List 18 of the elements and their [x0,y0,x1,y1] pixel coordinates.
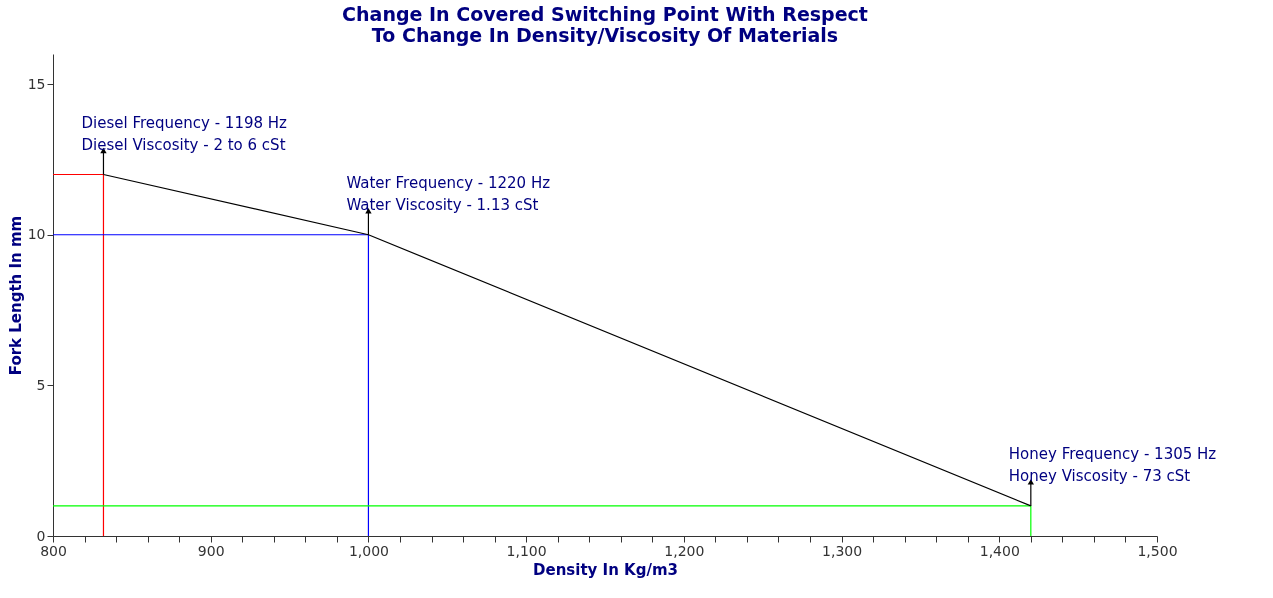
x-tick-label: 1,000 [348,542,389,559]
y-tick-label: 5 [36,376,46,393]
chart-title: Change In Covered Switching Point With Respect To Change In Density/Viscosity Of Materials [342,3,868,46]
x-tick-label: 900 [197,542,225,559]
x-tick-label: 1,300 [822,542,863,559]
x-tick-label: 1,100 [506,542,547,559]
y-tick-label: 0 [36,527,46,544]
x-tick-label: 1,200 [664,542,705,559]
x-tick-label: 1,400 [979,542,1020,559]
y-tick-label: 10 [27,226,46,243]
x-tick-label: 800 [40,542,67,559]
annotation: Honey Frequency - 1305 Hz Honey Viscosity - 73 cSt [1008,444,1217,485]
y-axis-title: Fork Length In mm [6,215,25,376]
y-tick-label: 15 [27,75,46,92]
x-axis-title: Density In Kg/m3 [533,560,678,579]
annotation: Diesel Frequency - 1198 Hz Diesel Viscosity - 2 to 6 cSt [81,113,288,154]
annotation: Water Frequency - 1220 Hz Water Viscosity - 1.13 cSt [346,173,551,214]
x-tick-label: 1,500 [1137,542,1178,559]
